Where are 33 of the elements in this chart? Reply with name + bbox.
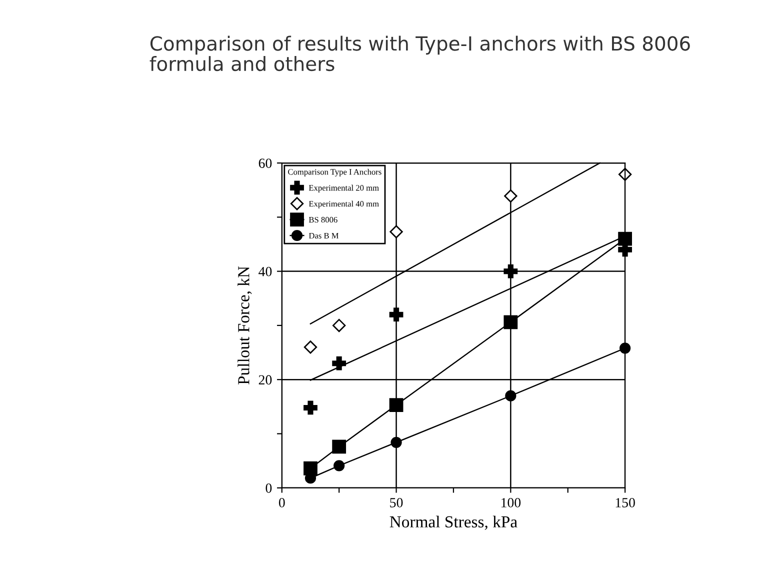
point — [389, 308, 404, 322]
point — [505, 390, 516, 402]
point — [504, 315, 518, 330]
y-tick-label: 40 — [258, 266, 272, 276]
y-tick-label: 20 — [258, 375, 272, 385]
point — [304, 400, 318, 415]
point — [390, 225, 403, 238]
x-tick-label: 0 — [278, 498, 285, 508]
x-axis-title: Normal Stress, kPa — [390, 516, 518, 530]
point — [332, 318, 346, 332]
y-axis-title: Pullout Force, kN — [238, 266, 252, 384]
point — [332, 356, 346, 370]
point — [334, 460, 345, 472]
chart-title: Comparison of results with Type-I anchors with BS 8006 formula and others — [150, 36, 690, 72]
x-tick-label: 50 — [390, 498, 403, 508]
legend-label: Experimental 20 mm — [308, 184, 379, 192]
legend-title: Comparison Type I Anchors — [288, 168, 382, 176]
point — [332, 440, 346, 454]
point — [504, 189, 518, 203]
point — [304, 340, 318, 354]
point — [390, 436, 402, 448]
point — [618, 232, 632, 246]
x-tick-label: 150 — [616, 498, 635, 508]
point — [620, 342, 631, 354]
point — [504, 264, 518, 278]
legend-label: Experimental 40 mm — [308, 200, 379, 208]
point — [389, 398, 404, 412]
y-tick-label: 60 — [258, 158, 272, 168]
x-tick-label: 100 — [501, 498, 521, 508]
point — [304, 461, 318, 476]
legend-label: BS 8006 — [308, 216, 338, 223]
y-tick-label: 0 — [266, 483, 272, 493]
legend-label: Das B M — [308, 232, 339, 238]
